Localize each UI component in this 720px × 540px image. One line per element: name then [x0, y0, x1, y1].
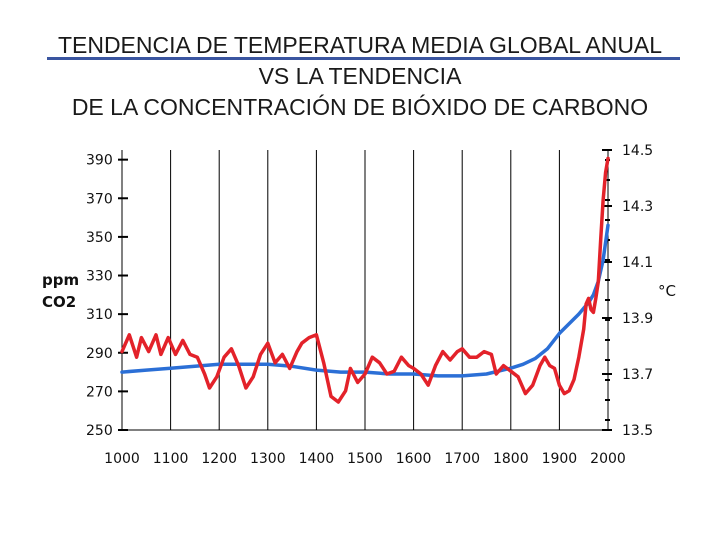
right-tick-label: 14.3	[622, 199, 653, 215]
left-tick-label: 330	[86, 269, 113, 285]
series-lines	[120, 156, 610, 404]
left-tick-label: 370	[86, 191, 113, 207]
x-tick-label: 2000	[590, 451, 626, 467]
chart-title-line-2: VS LA TENDENCIA	[258, 63, 462, 89]
grid-lines	[121, 150, 609, 430]
x-tick-label: 1300	[250, 451, 286, 467]
right-tick-label: 13.5	[622, 423, 653, 439]
right-axis-label: °C	[658, 282, 676, 300]
left-tick-label: 290	[86, 346, 113, 362]
x-tick-label: 1500	[347, 451, 383, 467]
left-tick-label: 350	[86, 230, 113, 246]
right-tick-label: 13.7	[622, 367, 653, 383]
left-tick-label: 270	[86, 384, 113, 400]
tick-labels: 1000 1100 1200 1300 1400 1500 1600 1700 1800 1900…	[86, 143, 653, 467]
temperature-series-line	[120, 156, 610, 404]
x-tick-label: 1700	[444, 451, 480, 467]
x-tick-label: 1600	[396, 451, 432, 467]
x-tick-label: 1800	[493, 451, 529, 467]
right-tick-label: 14.5	[622, 143, 653, 159]
right-tick-label: 13.9	[622, 311, 653, 327]
left-axis-label-unit: ppm	[42, 271, 79, 289]
chart-title-line-1: TENDENCIA DE TEMPERATURA MEDIA GLOBAL AN…	[57, 32, 663, 58]
left-axis-label-gas: CO2	[42, 293, 76, 311]
x-tick-label: 1900	[542, 451, 578, 467]
left-tick-label: 310	[86, 307, 113, 323]
x-tick-label: 1100	[153, 451, 189, 467]
x-tick-label: 1000	[104, 451, 140, 467]
left-tick-label: 390	[86, 153, 113, 169]
right-tick-label: 14.1	[622, 255, 653, 271]
chart-title-line-3: DE LA CONCENTRACIÓN DE BIÓXIDO DE CARBON…	[71, 94, 649, 120]
x-tick-label: 1400	[299, 451, 335, 467]
title-underline	[47, 57, 680, 60]
x-tick-label: 1200	[201, 451, 237, 467]
left-tick-label: 250	[86, 423, 113, 439]
